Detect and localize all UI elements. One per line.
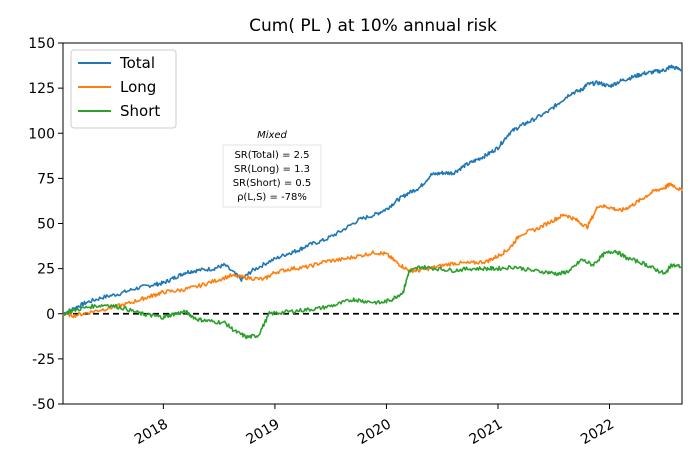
- y-tick-label: 150: [28, 36, 55, 52]
- series-line-total: [62, 64, 683, 315]
- annotation-correlation: ρ(L,S) = -78%: [237, 192, 307, 203]
- y-axis: -50 -25 0 25 50 75 100 125 150: [28, 36, 63, 413]
- x-tick-label: 2022: [578, 416, 617, 448]
- annotation-sr-short: SR(Short) = 0.5: [233, 178, 312, 189]
- x-tick-label: 2021: [467, 416, 506, 448]
- x-tick-label: 2018: [132, 416, 171, 448]
- legend-label-short: Short: [120, 102, 160, 120]
- x-tick-label: 2020: [355, 416, 394, 448]
- y-tick-label: 75: [37, 171, 55, 187]
- y-tick-label: 100: [28, 126, 55, 142]
- y-tick-label: 25: [37, 262, 55, 278]
- annotation-title: Mixed: [257, 130, 287, 141]
- annotation-sr-total: SR(Total) = 2.5: [234, 150, 309, 161]
- y-tick-label: -25: [32, 352, 55, 368]
- y-tick-label: 125: [28, 81, 55, 97]
- plot-area: [62, 42, 683, 405]
- y-tick-label: 50: [37, 217, 55, 233]
- y-tick-label: -50: [32, 397, 55, 413]
- y-tick-label: 0: [46, 307, 55, 323]
- annotation-sr-long: SR(Long) = 1.3: [234, 164, 310, 175]
- x-axis: 2018 2019 2020 2021 2022: [132, 404, 617, 448]
- legend-box: [70, 49, 177, 129]
- legend-label-long: Long: [120, 78, 156, 96]
- series-group: [62, 64, 683, 340]
- legend: Total Long Short: [70, 49, 177, 129]
- stats-annotation: Mixed SR(Total) = 2.5 SR(Long) = 1.3 SR(…: [222, 130, 322, 208]
- series-line-long: [62, 182, 683, 319]
- annotation-box: [222, 144, 322, 208]
- legend-label-total: Total: [119, 54, 155, 72]
- series-line-short: [62, 249, 683, 340]
- x-tick-label: 2019: [244, 416, 283, 448]
- chart-title: Cum( PL ) at 10% annual risk: [249, 16, 497, 36]
